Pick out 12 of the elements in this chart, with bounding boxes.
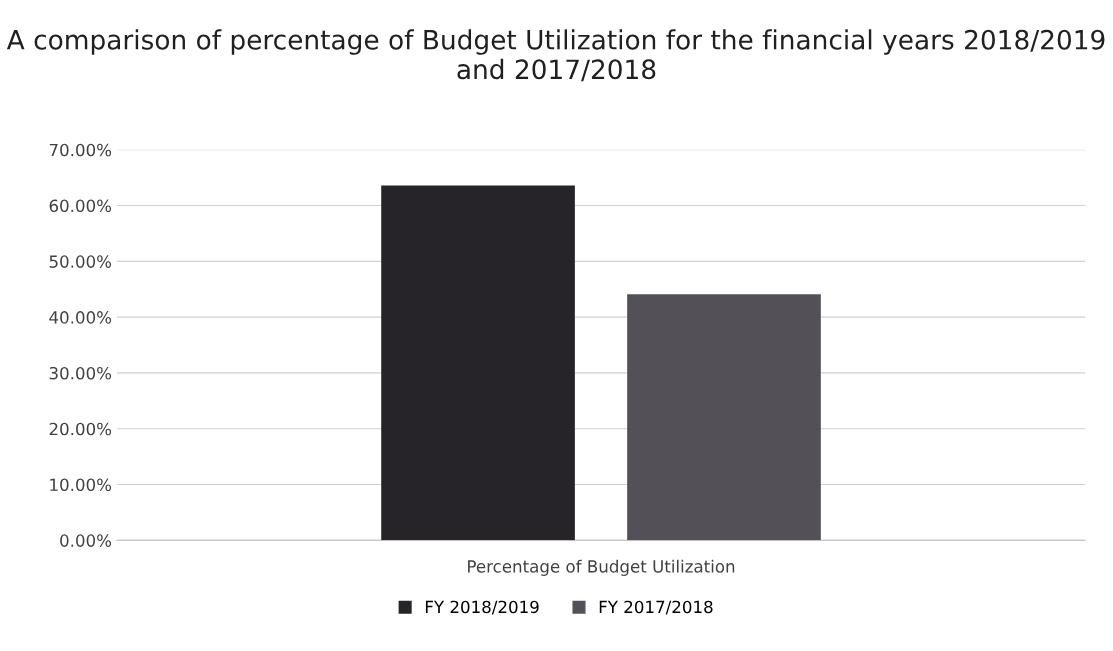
y-tick-label: 10.00% bbox=[50, 478, 112, 492]
y-tick-label: 20.00% bbox=[49, 422, 112, 436]
chart-title: A comparison of percentage of Budget Utilization for the financial years 2018/2019 and 2017/2018 bbox=[6, 29, 1105, 82]
x-tick-label: Percentage of Budget Utilization bbox=[468, 559, 735, 576]
legend-label: FY 2017/2018 bbox=[599, 600, 713, 615]
y-tick-label: 50.00% bbox=[49, 255, 112, 268]
y-tick-label: 70.00% bbox=[49, 143, 112, 157]
y-tick-label: 40.00% bbox=[49, 311, 112, 324]
y-tick-label: 30.00% bbox=[49, 366, 112, 380]
y-tick-label: 60.00% bbox=[49, 199, 112, 213]
legend-label: FY 2018/2019 bbox=[425, 600, 539, 615]
y-tick-label: 0.00% bbox=[60, 534, 112, 547]
